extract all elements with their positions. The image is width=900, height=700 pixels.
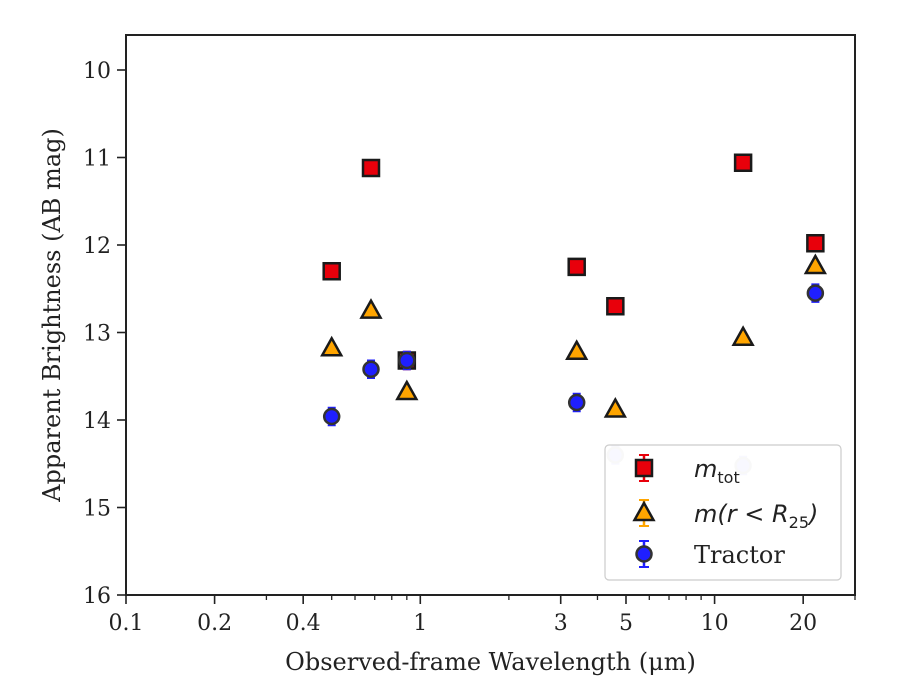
- y-tick-label: 11: [83, 147, 111, 172]
- data-point-circle: [322, 406, 341, 427]
- marker-triangle: [731, 325, 755, 346]
- data-point-triangle: [803, 253, 827, 275]
- data-point-square: [567, 257, 586, 277]
- x-tick-label: 0.1: [109, 611, 144, 636]
- marker-circle: [322, 407, 341, 426]
- data-point-triangle: [603, 396, 627, 418]
- y-tick-label: 14: [83, 409, 111, 434]
- data-point-triangle: [731, 325, 755, 346]
- data-point-triangle: [565, 339, 589, 360]
- y-tick-label: 13: [83, 322, 111, 347]
- marker-square: [606, 297, 625, 316]
- plot-frame: [125, 34, 856, 596]
- x-tick-label: 10: [701, 611, 729, 636]
- marker-square: [322, 262, 341, 281]
- data-point-triangle: [320, 335, 344, 357]
- data-point-triangle: [395, 379, 419, 401]
- legend-box: [604, 444, 842, 581]
- y-tick-label: 16: [83, 584, 111, 609]
- data-point-square: [606, 297, 625, 316]
- x-axis-label: Observed-frame Wavelength (μm): [285, 648, 696, 676]
- marker-circle: [806, 284, 825, 302]
- marker-square: [806, 234, 825, 253]
- marker-circle: [398, 351, 416, 370]
- y-tick-label: 10: [83, 59, 111, 84]
- data-point-square: [733, 153, 753, 172]
- marker-triangle: [320, 335, 344, 357]
- legend-entry: Tractor: [635, 540, 785, 569]
- x-tick-label: 0.2: [197, 611, 232, 636]
- x-tick-label: 1: [413, 611, 427, 636]
- marker-circle: [567, 393, 586, 412]
- legend-label: Tractor: [694, 541, 785, 569]
- x-tick-label: 0.4: [286, 611, 321, 636]
- data-point-circle: [567, 392, 586, 413]
- x-tick-label: 3: [554, 611, 568, 636]
- legend-marker-triangle: [632, 500, 656, 522]
- marker-triangle: [603, 396, 627, 418]
- legend-entry: mtot: [634, 454, 740, 487]
- data-point-square: [322, 262, 341, 281]
- marker-square: [361, 158, 381, 178]
- data-points: [320, 153, 827, 476]
- legend-marker-circle: [635, 545, 653, 563]
- data-point-circle: [806, 283, 825, 303]
- data-point-circle: [398, 350, 416, 371]
- marker-square: [733, 153, 753, 172]
- marker-circle: [362, 360, 380, 378]
- y-tick-label: 15: [83, 497, 111, 522]
- legend-marker-square: [634, 458, 654, 478]
- y-tick-label: 12: [83, 234, 111, 259]
- marker-triangle: [395, 379, 419, 401]
- data-point-triangle: [359, 298, 383, 319]
- marker-triangle: [803, 253, 827, 275]
- marker-triangle: [359, 298, 383, 319]
- data-point-circle: [362, 359, 380, 379]
- y-axis-label: Apparent Brightness (AB mag): [38, 128, 66, 503]
- data-point-square: [361, 158, 381, 178]
- data-point-square: [806, 234, 825, 253]
- marker-triangle: [565, 339, 589, 360]
- marker-square: [567, 257, 586, 277]
- x-tick-label: 5: [619, 611, 633, 636]
- x-tick-label: 20: [789, 611, 817, 636]
